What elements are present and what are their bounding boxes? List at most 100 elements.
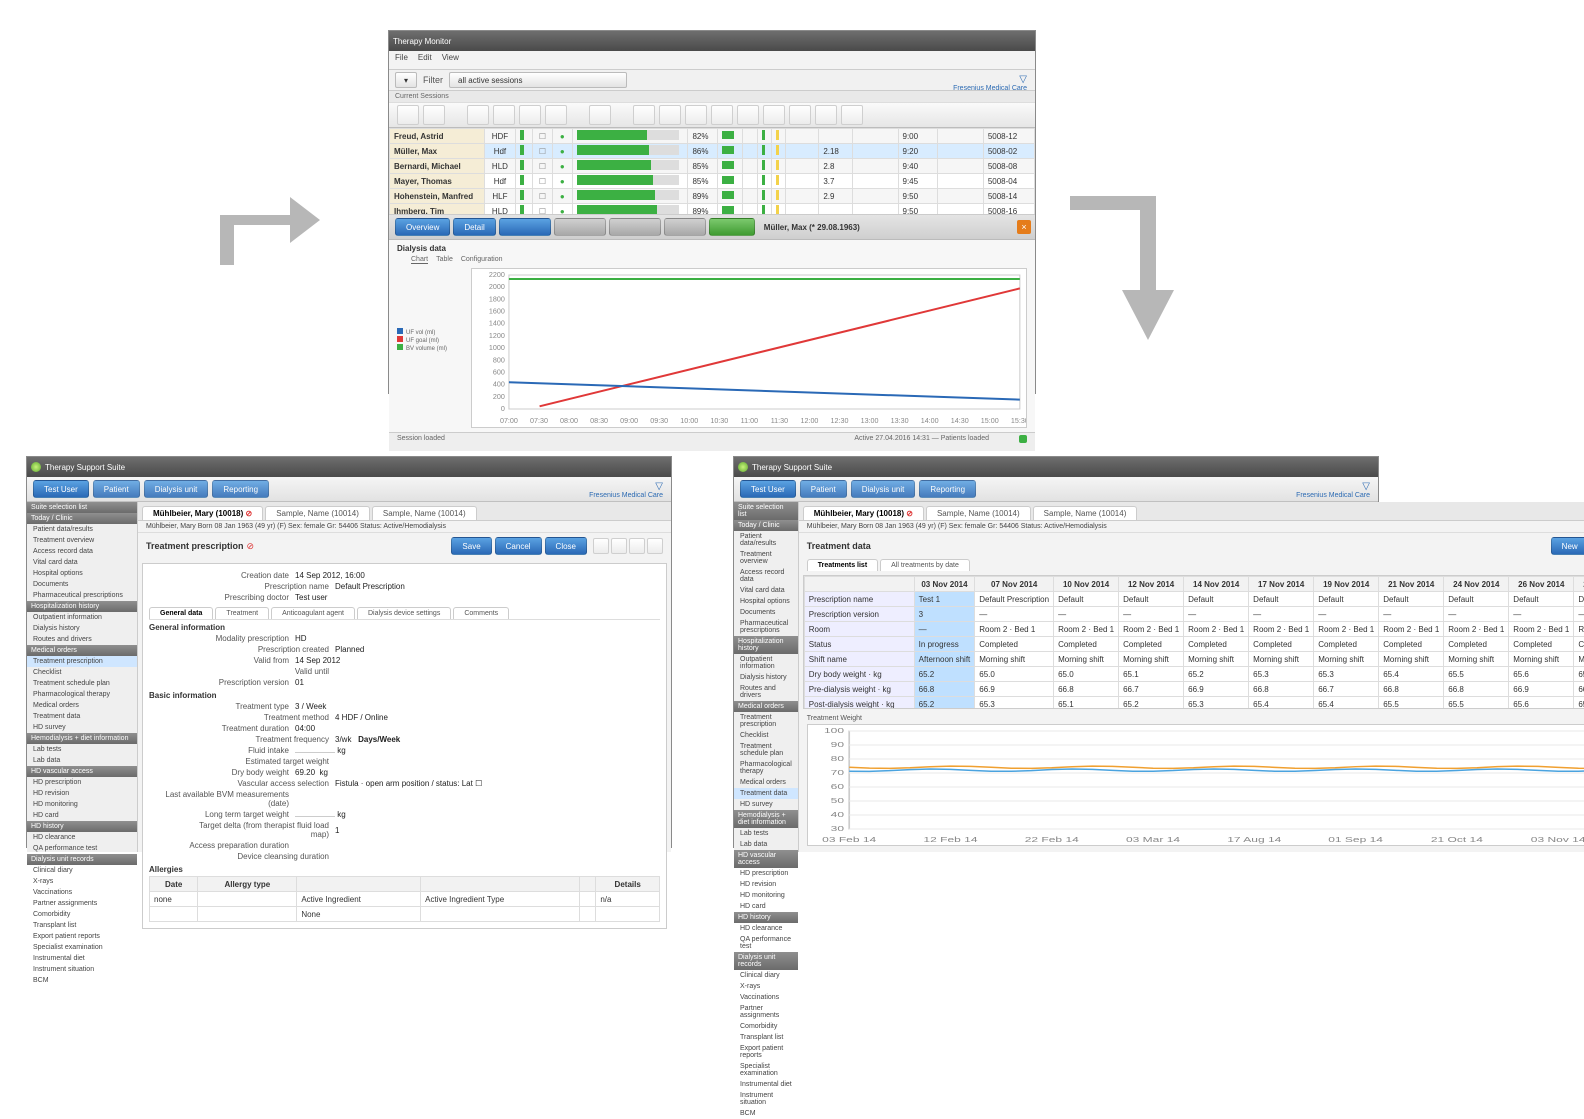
sidebar-item[interactable]: Patient data/results bbox=[27, 524, 137, 535]
patient-tab[interactable]: Sample, Name (10014) bbox=[265, 506, 370, 520]
sidebar-item[interactable]: Documents bbox=[27, 579, 137, 590]
table-row[interactable]: Mayer, ThomasHdf☐●85%3.79:455008-04 bbox=[390, 174, 1035, 189]
sidebar-item[interactable]: Instrumental diet bbox=[734, 1079, 798, 1090]
toolbar-btn[interactable] bbox=[519, 105, 541, 125]
sidebar-item[interactable]: HD monitoring bbox=[734, 890, 798, 901]
toolbar-btn[interactable] bbox=[763, 105, 785, 125]
toolbar-btn[interactable] bbox=[467, 105, 489, 125]
sidebar-item[interactable]: Access record data bbox=[734, 567, 798, 585]
ribbon-tab[interactable]: Test User bbox=[33, 480, 89, 498]
filter-toggle[interactable]: ▾ bbox=[395, 72, 417, 88]
toolbar-btn[interactable] bbox=[493, 105, 515, 125]
sidebar-item[interactable]: HD survey bbox=[27, 722, 137, 733]
window-titlebar[interactable]: Therapy Monitor bbox=[389, 31, 1035, 51]
nav-icon[interactable] bbox=[593, 538, 609, 554]
ribbon-tab[interactable]: Patient bbox=[800, 480, 847, 498]
sidebar-item[interactable]: Checklist bbox=[27, 667, 137, 678]
table-row[interactable]: Room—Room 2 · Bed 1Room 2 · Bed 1Room 2 … bbox=[804, 622, 1584, 637]
sidebar-item[interactable]: Dialysis history bbox=[27, 623, 137, 634]
toolbar-btn[interactable] bbox=[659, 105, 681, 125]
table-row[interactable]: Freud, AstridHDF☐●82%9:005008-12 bbox=[390, 129, 1035, 144]
sidebar-item[interactable]: Vaccinations bbox=[734, 992, 798, 1003]
sidebar-item[interactable]: Lab data bbox=[734, 839, 798, 850]
table-row[interactable]: Ihmberg, TimHLD☐●89%9:505008-16 bbox=[390, 204, 1035, 216]
sidebar-item[interactable]: Lab data bbox=[27, 755, 137, 766]
action-button[interactable]: New bbox=[1551, 537, 1584, 555]
menubar[interactable]: File Edit View bbox=[389, 51, 1035, 70]
form-subtab[interactable]: Comments bbox=[453, 607, 509, 619]
action-button[interactable]: Close bbox=[545, 537, 587, 555]
sidebar-item[interactable]: Clinical diary bbox=[734, 970, 798, 981]
ribbon-tab[interactable]: Dialysis unit bbox=[144, 480, 209, 498]
form-subtab[interactable]: Treatments list bbox=[807, 559, 878, 571]
sidebar-item[interactable]: Patient data/results bbox=[734, 531, 798, 549]
table-row[interactable]: None bbox=[150, 907, 660, 922]
sidebar-item[interactable]: Comorbidity bbox=[734, 1021, 798, 1032]
sidebar-item[interactable]: Treatment prescription bbox=[734, 712, 798, 730]
sidebar-item[interactable]: Vital card data bbox=[734, 585, 798, 596]
sidebar-item[interactable]: Treatment data bbox=[734, 788, 798, 799]
window-titlebar[interactable]: Therapy Support Suite bbox=[734, 457, 1378, 477]
sidebar-item[interactable]: Hospital options bbox=[734, 596, 798, 607]
menu-edit[interactable]: Edit bbox=[418, 53, 432, 67]
session-grid[interactable]: Freud, AstridHDF☐●82%9:005008-12Müller, … bbox=[389, 128, 1035, 215]
detail-btn[interactable]: Overview bbox=[395, 218, 450, 236]
sidebar-item[interactable]: Hospital options bbox=[27, 568, 137, 579]
sidebar-item[interactable]: X-rays bbox=[734, 981, 798, 992]
form-subtab[interactable]: General data bbox=[149, 607, 213, 619]
toolbar-btn[interactable] bbox=[815, 105, 837, 125]
sidebar-item[interactable]: Medical orders bbox=[27, 700, 137, 711]
sidebar-item[interactable]: Pharmacological therapy bbox=[27, 689, 137, 700]
menu-view[interactable]: View bbox=[442, 53, 459, 67]
sidebar-item[interactable]: Transplant list bbox=[734, 1032, 798, 1043]
table-row[interactable]: Shift nameAfternoon shiftMorning shiftMo… bbox=[804, 652, 1584, 667]
sidebar-item[interactable]: Pharmacological therapy bbox=[734, 759, 798, 777]
detail-tab[interactable]: Configuration bbox=[461, 256, 503, 264]
sidebar-item[interactable]: Pharmaceutical prescriptions bbox=[734, 618, 798, 636]
sidebar-item[interactable]: Vaccinations bbox=[27, 887, 137, 898]
toolbar-btn[interactable] bbox=[711, 105, 733, 125]
toolbar-btn[interactable] bbox=[789, 105, 811, 125]
toolbar-btn[interactable] bbox=[737, 105, 759, 125]
sidebar-item[interactable]: BCM bbox=[734, 1108, 798, 1119]
sidebar-item[interactable]: Clinical diary bbox=[27, 865, 137, 876]
sidebar-item[interactable]: Outpatient information bbox=[734, 654, 798, 672]
detail-btn[interactable]: Detail bbox=[453, 218, 495, 236]
sidebar-item[interactable]: Instrumental diet bbox=[27, 953, 137, 964]
sidebar-item[interactable]: Vital card data bbox=[27, 557, 137, 568]
close-detail-icon[interactable]: × bbox=[1017, 220, 1031, 234]
sidebar-item[interactable]: Export patient reports bbox=[27, 931, 137, 942]
sidebar-item[interactable]: Documents bbox=[734, 607, 798, 618]
sidebar-item[interactable]: Comorbidity bbox=[27, 909, 137, 920]
sidebar-item[interactable]: BCM bbox=[27, 975, 137, 986]
sidebar-item[interactable]: Specialist examination bbox=[27, 942, 137, 953]
sidebar-item[interactable]: Instrument situation bbox=[734, 1090, 798, 1108]
sidebar-item[interactable]: Checklist bbox=[734, 730, 798, 741]
sidebar-item[interactable]: HD clearance bbox=[27, 832, 137, 843]
toolbar-btn[interactable] bbox=[545, 105, 567, 125]
patient-tab[interactable]: Sample, Name (10014) bbox=[1033, 506, 1138, 520]
table-row[interactable]: Bernardi, MichaelHLD☐●85%2.89:405008-08 bbox=[390, 159, 1035, 174]
sidebar-item[interactable]: Treatment schedule plan bbox=[734, 741, 798, 759]
sidebar-item[interactable]: QA performance test bbox=[27, 843, 137, 854]
sidebar-item[interactable]: QA performance test bbox=[734, 934, 798, 952]
sidebar-item[interactable]: HD clearance bbox=[734, 923, 798, 934]
table-row[interactable]: Dry body weight · kg65.265.065.065.165.2… bbox=[804, 667, 1584, 682]
sidebar-item[interactable]: Treatment data bbox=[27, 711, 137, 722]
detail-btn[interactable] bbox=[609, 218, 661, 236]
sidebar-item[interactable]: HD revision bbox=[27, 788, 137, 799]
sidebar-item[interactable]: Partner assignments bbox=[27, 898, 137, 909]
form-subtab[interactable]: Dialysis device settings bbox=[357, 607, 451, 619]
sidebar-item[interactable]: Treatment prescription bbox=[27, 656, 137, 667]
toolbar-btn[interactable] bbox=[841, 105, 863, 125]
window-titlebar[interactable]: Therapy Support Suite bbox=[27, 457, 671, 477]
detail-btn[interactable] bbox=[664, 218, 706, 236]
ribbon-tab[interactable]: Reporting bbox=[212, 480, 269, 498]
toolbar-btn[interactable] bbox=[397, 105, 419, 125]
table-row[interactable]: Prescription nameTest 1Default Prescript… bbox=[804, 592, 1584, 607]
toolbar-btn[interactable] bbox=[589, 105, 611, 125]
sidebar-item[interactable]: HD card bbox=[734, 901, 798, 912]
detail-tab[interactable]: Table bbox=[436, 256, 453, 264]
sidebar-item[interactable]: Lab tests bbox=[734, 828, 798, 839]
menu-file[interactable]: File bbox=[395, 53, 408, 67]
